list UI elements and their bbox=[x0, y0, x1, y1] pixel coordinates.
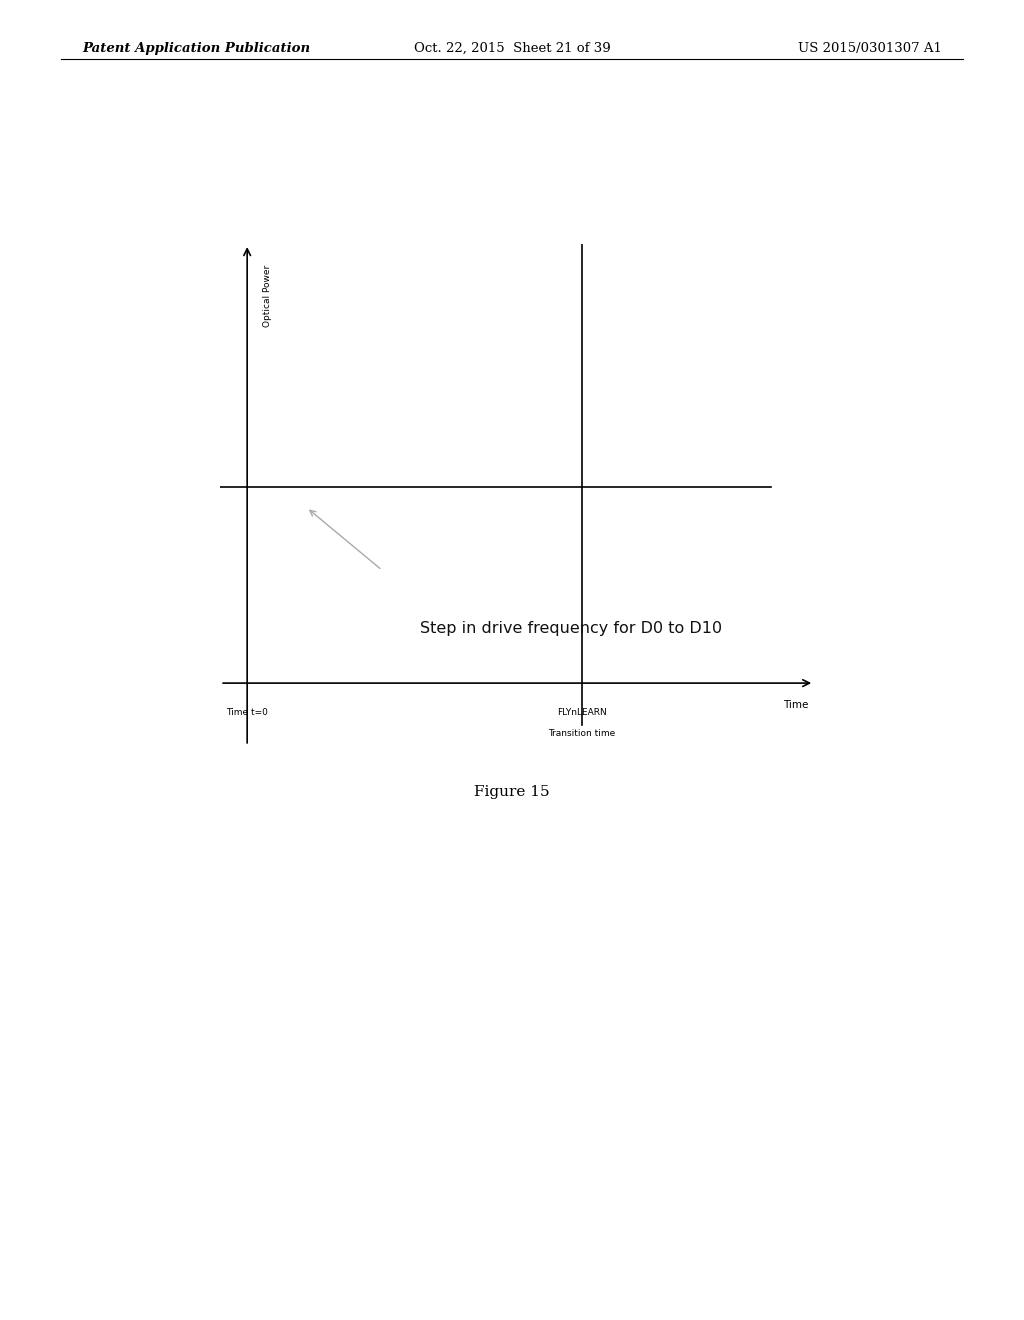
Text: Patent Application Publication: Patent Application Publication bbox=[82, 42, 310, 55]
Text: Step in drive frequency for D0 to D10: Step in drive frequency for D0 to D10 bbox=[420, 622, 722, 636]
Text: Figure 15: Figure 15 bbox=[474, 785, 550, 800]
Text: FLYnLEARN: FLYnLEARN bbox=[557, 708, 607, 717]
Text: Optical Power: Optical Power bbox=[263, 265, 272, 327]
Text: Transition time: Transition time bbox=[548, 729, 615, 738]
Text: Time t=0: Time t=0 bbox=[226, 708, 268, 717]
Text: Time: Time bbox=[783, 700, 809, 710]
Text: Oct. 22, 2015  Sheet 21 of 39: Oct. 22, 2015 Sheet 21 of 39 bbox=[414, 42, 610, 55]
Text: US 2015/0301307 A1: US 2015/0301307 A1 bbox=[798, 42, 942, 55]
